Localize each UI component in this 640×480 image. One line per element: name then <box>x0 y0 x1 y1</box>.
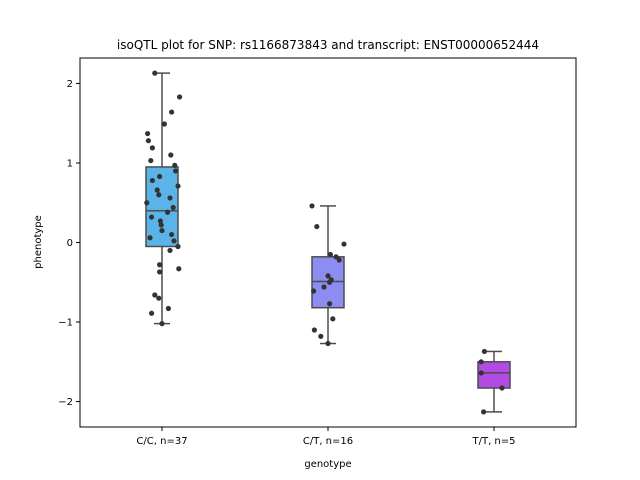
data-point <box>177 94 183 100</box>
data-point <box>165 305 171 312</box>
data-point <box>169 109 175 115</box>
data-point <box>336 257 342 263</box>
data-point <box>167 195 173 201</box>
data-point <box>314 223 320 230</box>
data-point <box>144 200 150 206</box>
data-point <box>158 222 164 228</box>
y-axis-label: phenotype <box>33 215 44 269</box>
data-point <box>176 266 182 272</box>
data-point <box>325 273 331 279</box>
data-point <box>157 269 163 275</box>
data-point <box>175 243 181 250</box>
data-point <box>154 187 160 193</box>
data-point <box>156 192 162 198</box>
data-point <box>159 321 165 327</box>
data-point <box>147 235 153 241</box>
data-point <box>156 295 162 301</box>
data-point <box>481 409 487 415</box>
data-point <box>327 251 333 258</box>
data-point <box>327 301 333 307</box>
data-point <box>341 241 347 247</box>
data-point <box>168 152 174 158</box>
y-tick-label: −1 <box>58 318 73 329</box>
data-point <box>318 333 324 339</box>
data-point <box>165 209 171 215</box>
data-point <box>149 310 155 316</box>
y-tick-label: 0 <box>67 238 73 249</box>
iqr-box <box>477 361 511 389</box>
data-point <box>148 157 154 164</box>
data-point <box>478 370 484 376</box>
axes: C/C, n=37 C/T, n=16 T/T, n=5 −2 −1 0 1 2 <box>58 79 515 447</box>
data-point <box>173 168 179 174</box>
data-point <box>170 204 176 211</box>
data-point <box>152 70 158 76</box>
data-point <box>157 173 163 180</box>
data-point <box>478 359 484 365</box>
x-tick-label: C/C, n=37 <box>136 436 187 447</box>
plot-area <box>144 70 511 415</box>
data-point <box>152 292 158 298</box>
data-point <box>167 247 173 254</box>
chart-title: isoQTL plot for SNP: rs1166873843 and tr… <box>117 38 539 52</box>
data-point <box>169 231 175 238</box>
data-point <box>157 218 163 224</box>
data-point <box>149 177 155 184</box>
data-point <box>321 284 327 290</box>
data-point <box>145 138 151 144</box>
data-point <box>149 145 155 151</box>
data-point <box>325 340 331 347</box>
data-point <box>309 203 315 209</box>
data-point <box>171 238 177 244</box>
data-point <box>327 279 333 285</box>
data-point <box>330 316 336 322</box>
data-point <box>311 327 317 333</box>
y-tick-label: −2 <box>58 397 73 408</box>
data-point <box>481 348 487 355</box>
data-point <box>333 254 339 260</box>
data-point <box>149 214 155 220</box>
data-point <box>172 162 178 168</box>
y-tick-label: 2 <box>67 79 73 90</box>
data-point <box>499 385 505 391</box>
x-axis-label: genotype <box>304 459 351 470</box>
data-point <box>311 288 317 294</box>
x-tick-label: C/T, n=16 <box>303 436 353 447</box>
x-tick-label: T/T, n=5 <box>471 436 515 447</box>
y-tick-label: 1 <box>67 158 73 169</box>
data-point <box>145 130 151 137</box>
data-point <box>175 183 181 189</box>
data-point <box>157 262 163 268</box>
data-point <box>159 227 165 234</box>
data-point <box>161 121 167 127</box>
